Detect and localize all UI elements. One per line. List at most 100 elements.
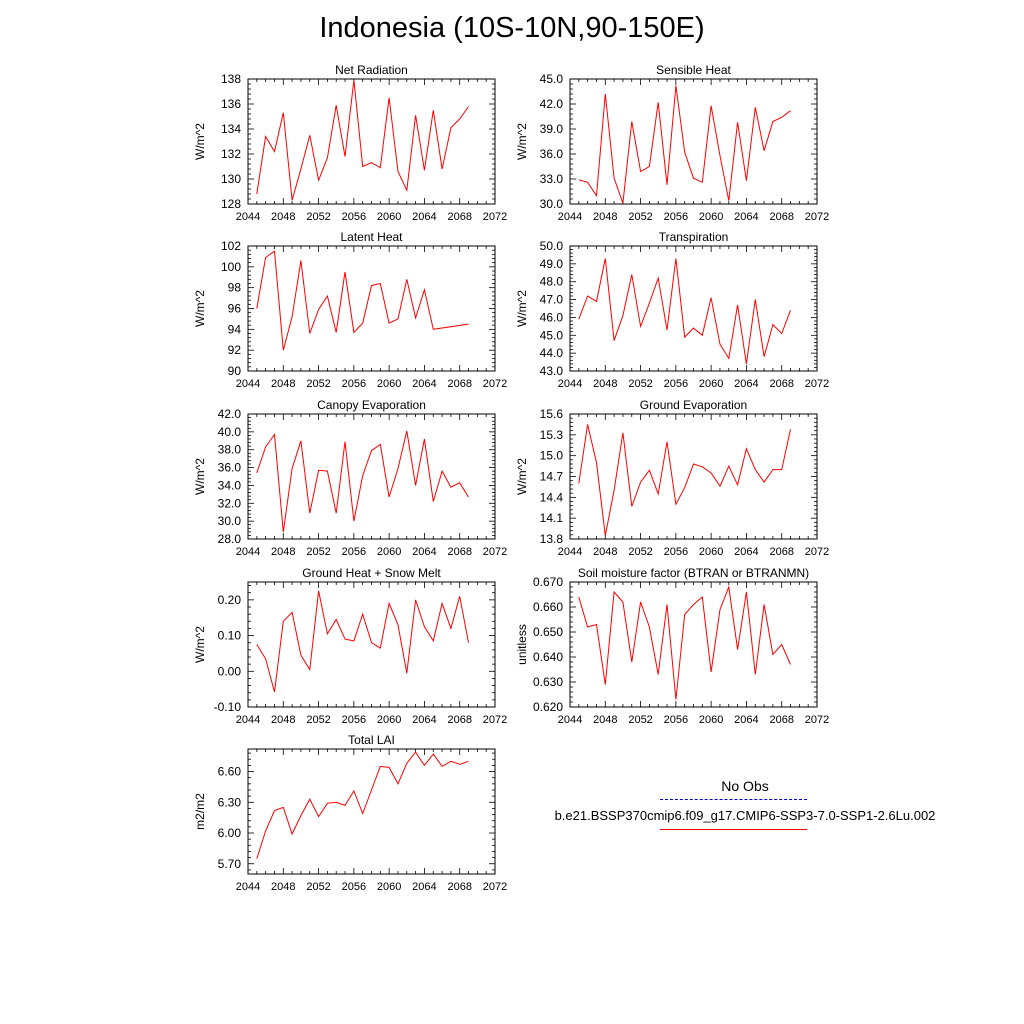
x-tick-label: 2044 bbox=[236, 881, 260, 893]
x-tick-label: 2048 bbox=[271, 714, 295, 726]
panel-title: Transpiration bbox=[659, 230, 729, 244]
y-tick-label: 6.60 bbox=[218, 765, 242, 779]
x-tick-label: 2044 bbox=[236, 378, 260, 390]
x-tick-label: 2048 bbox=[593, 378, 617, 390]
panel-title: Net Radiation bbox=[335, 63, 408, 77]
plot-frame bbox=[569, 245, 818, 372]
x-tick-label: 2068 bbox=[769, 714, 793, 726]
series-line bbox=[256, 80, 469, 201]
y-tick-label: 32.0 bbox=[218, 496, 242, 510]
x-tick-label: 2044 bbox=[558, 378, 582, 390]
y-tick-label: 0.650 bbox=[533, 625, 563, 639]
y-tick-label: 102 bbox=[221, 239, 241, 253]
y-tick-label: 6.30 bbox=[218, 795, 242, 809]
x-tick-label: 2048 bbox=[593, 714, 617, 726]
y-tick-label: 0.660 bbox=[533, 600, 563, 614]
x-tick-label: 2072 bbox=[805, 714, 829, 726]
x-tick-label: 2072 bbox=[483, 211, 507, 223]
y-axis-label: W/m^2 bbox=[515, 458, 529, 495]
y-tick-label: 15.6 bbox=[540, 407, 564, 421]
series-line bbox=[578, 424, 791, 536]
plot-frame bbox=[569, 78, 818, 205]
y-tick-label: 43.0 bbox=[540, 364, 564, 378]
x-tick-label: 2048 bbox=[593, 211, 617, 223]
x-tick-label: 2064 bbox=[412, 378, 436, 390]
x-tick-label: 2052 bbox=[306, 378, 330, 390]
y-tick-label: 42.0 bbox=[540, 97, 564, 111]
x-tick-label: 2064 bbox=[734, 211, 758, 223]
y-tick-label: 30.0 bbox=[540, 197, 564, 211]
plot-frame bbox=[247, 78, 496, 205]
x-tick-label: 2056 bbox=[342, 714, 366, 726]
x-tick-label: 2056 bbox=[342, 378, 366, 390]
x-tick-label: 2056 bbox=[664, 714, 688, 726]
y-tick-label: 0.10 bbox=[218, 629, 242, 643]
y-tick-label: 98 bbox=[228, 281, 242, 295]
series-line bbox=[256, 250, 469, 351]
x-tick-label: 2044 bbox=[236, 211, 260, 223]
x-tick-label: 2064 bbox=[412, 714, 436, 726]
x-tick-label: 2064 bbox=[412, 881, 436, 893]
x-tick-label: 2048 bbox=[271, 881, 295, 893]
y-tick-label: 6.00 bbox=[218, 826, 242, 840]
x-tick-label: 2072 bbox=[483, 881, 507, 893]
panel-5: Canopy Evaporation W/m^2 2044 2048 2052 2056 2… bbox=[193, 398, 507, 558]
x-tick-label: 2064 bbox=[734, 378, 758, 390]
y-tick-label: 30.0 bbox=[218, 514, 242, 528]
y-tick-label: 92 bbox=[228, 343, 242, 357]
panel-2: Sensible Heat W/m^2 2044 2048 2052 2056 2060 20… bbox=[515, 63, 829, 223]
x-tick-label: 2072 bbox=[483, 378, 507, 390]
x-tick-label: 2068 bbox=[447, 378, 471, 390]
y-tick-label: 14.1 bbox=[540, 511, 564, 525]
x-tick-label: 2044 bbox=[236, 546, 260, 558]
series-line bbox=[256, 430, 469, 532]
y-axis-label: m2/m2 bbox=[193, 793, 207, 830]
x-tick-label: 2052 bbox=[628, 546, 652, 558]
x-tick-label: 2052 bbox=[628, 378, 652, 390]
plot-frame bbox=[569, 581, 818, 708]
x-tick-label: 2044 bbox=[558, 211, 582, 223]
x-tick-label: 2060 bbox=[699, 546, 723, 558]
x-tick-label: 2056 bbox=[342, 211, 366, 223]
x-tick-label: 2060 bbox=[699, 714, 723, 726]
x-tick-label: 2044 bbox=[236, 714, 260, 726]
series-line bbox=[578, 258, 791, 364]
legend-obs-label: No Obs bbox=[721, 778, 769, 794]
y-tick-label: 0.630 bbox=[533, 675, 563, 689]
panel-7: Ground Heat + Snow Melt W/m^2 2044 2048 2052… bbox=[193, 566, 507, 726]
y-tick-label: 36.0 bbox=[540, 147, 564, 161]
x-tick-label: 2052 bbox=[306, 546, 330, 558]
y-tick-label: 34.0 bbox=[218, 478, 242, 492]
x-tick-label: 2048 bbox=[593, 546, 617, 558]
x-tick-label: 2072 bbox=[483, 714, 507, 726]
x-tick-label: 2048 bbox=[271, 211, 295, 223]
y-tick-label: 94 bbox=[228, 322, 242, 336]
panel-title: Ground Heat + Snow Melt bbox=[302, 566, 441, 580]
x-tick-label: 2060 bbox=[377, 714, 401, 726]
x-tick-label: 2060 bbox=[377, 546, 401, 558]
legend-case-label: b.e21.BSSP370cmip6.f09_g17.CMIP6-SSP3-7.… bbox=[554, 808, 936, 823]
x-tick-label: 2068 bbox=[447, 546, 471, 558]
x-tick-label: 2044 bbox=[558, 714, 582, 726]
y-tick-label: 138 bbox=[221, 72, 241, 86]
y-tick-label: 48.0 bbox=[540, 275, 564, 289]
x-tick-label: 2048 bbox=[271, 546, 295, 558]
y-tick-label: 136 bbox=[221, 97, 241, 111]
y-tick-label: 45.0 bbox=[540, 328, 564, 342]
y-tick-label: 132 bbox=[221, 147, 241, 161]
panel-title: Latent Heat bbox=[340, 230, 403, 244]
x-tick-label: 2060 bbox=[377, 378, 401, 390]
plot-frame bbox=[247, 245, 496, 372]
y-tick-label: 130 bbox=[221, 172, 241, 186]
y-tick-label: 49.0 bbox=[540, 257, 564, 271]
y-tick-label: 15.3 bbox=[540, 428, 564, 442]
y-tick-label: 15.0 bbox=[540, 449, 564, 463]
x-tick-label: 2068 bbox=[447, 714, 471, 726]
y-tick-label: 0.640 bbox=[533, 650, 563, 664]
x-tick-label: 2056 bbox=[342, 546, 366, 558]
y-tick-label: 5.70 bbox=[218, 857, 242, 871]
y-axis-label: W/m^2 bbox=[193, 458, 207, 495]
panel-title: Total LAI bbox=[348, 733, 395, 747]
y-tick-label: 14.7 bbox=[540, 470, 564, 484]
y-axis-label: W/m^2 bbox=[193, 626, 207, 663]
